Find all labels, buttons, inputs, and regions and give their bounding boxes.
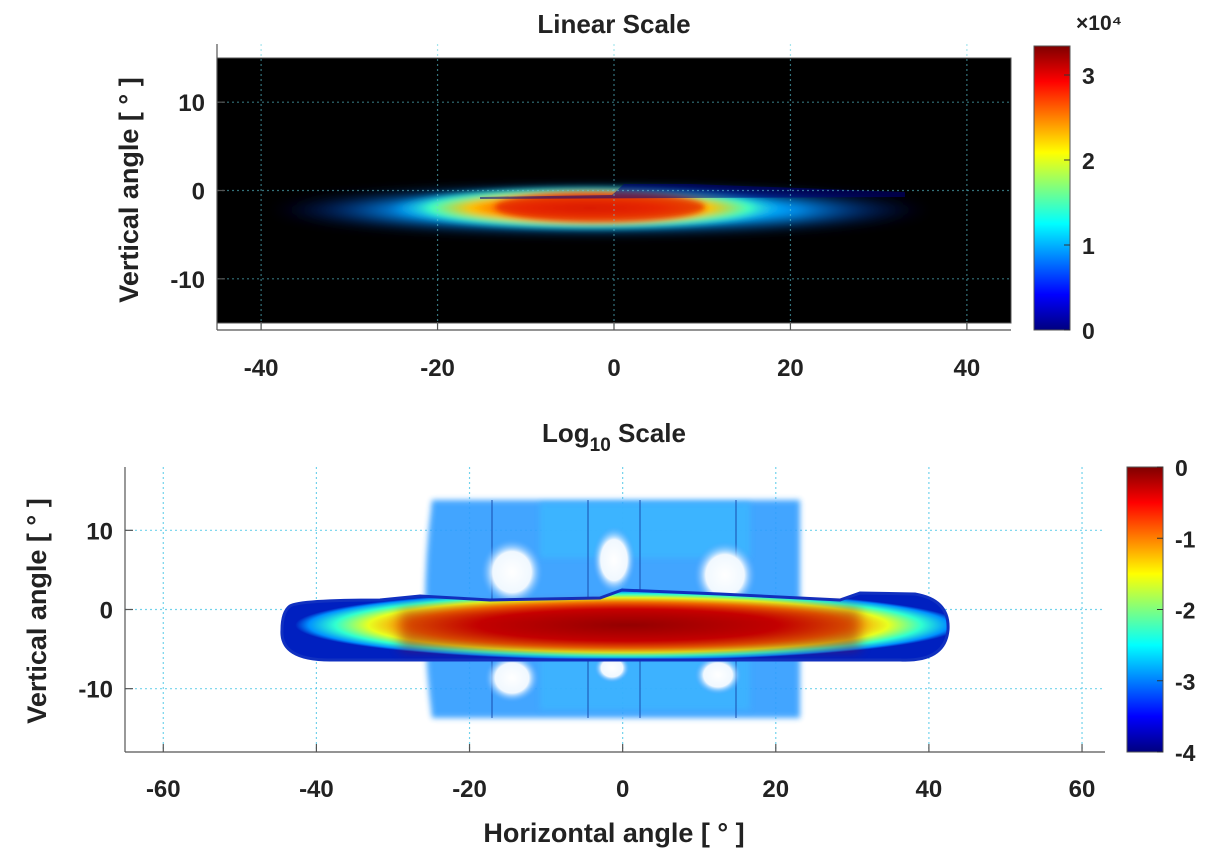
colorbar-tick-label: 0	[1175, 455, 1188, 481]
linear-title: Linear Scale	[537, 9, 690, 39]
colorbar-tick-label: -4	[1175, 740, 1196, 766]
log-y-ticks: 10 0 -10	[78, 518, 133, 704]
log-colorbar-ticks: 0 -1 -2 -3 -4	[1157, 455, 1196, 766]
x-tick-label: 40	[954, 355, 981, 382]
y-tick-label: 10	[86, 518, 113, 545]
y-tick-label: 0	[100, 598, 113, 625]
x-tick-label: -20	[420, 355, 455, 382]
log-title: Log10 Scale	[542, 418, 686, 456]
colorbar-tick-label: -1	[1175, 526, 1196, 552]
x-tick-label: 20	[762, 776, 789, 803]
log-heatmap	[280, 500, 950, 718]
linear-scale-panel: -40 -20 0 20 40 100-10 Linear Scale Vertical…	[114, 9, 1122, 382]
log-title-subscript: 10	[590, 435, 611, 456]
colorbar-tick-label: 2	[1082, 148, 1095, 174]
colorbar-tick-label: 1	[1082, 233, 1095, 259]
x-tick-label: 0	[616, 776, 629, 803]
x-tick-label: 0	[607, 355, 620, 382]
colorbar-tick-label: 0	[1082, 318, 1095, 344]
linear-heatmap	[270, 184, 930, 234]
y-tick-label: 10	[178, 90, 205, 117]
linear-x-ticks: -40 -20 0 20 40	[244, 322, 980, 382]
linear-colorbar-ticks: 0 1 2 3	[1064, 63, 1095, 344]
linear-colorbar	[1033, 45, 1071, 331]
log-scale-panel: -60 -40 -20 0 20 40 60 100-10 Log10 Scale Vert…	[22, 418, 1196, 848]
log-title-rest: Scale	[611, 418, 686, 448]
log-title-main: Log	[542, 418, 590, 448]
x-tick-label: 40	[916, 776, 943, 803]
x-tick-label: -40	[299, 776, 334, 803]
y-tick-label: 0	[192, 179, 205, 206]
x-tick-label: 20	[777, 355, 804, 382]
log-x-ticks: -60 -40 -20 0 20 40 60	[146, 744, 1095, 803]
x-tick-label: -40	[244, 355, 279, 382]
log-y-label: Vertical angle [ ° ]	[22, 498, 52, 723]
colorbar-tick-label: 3	[1082, 63, 1095, 89]
linear-gridlines	[217, 44, 1011, 330]
linear-colorbar-exponent: ×10⁴	[1076, 12, 1122, 35]
linear-y-ticks: 10 0 -10	[170, 90, 225, 294]
x-tick-label: -20	[452, 776, 487, 803]
colorbar-tick-label: -2	[1175, 598, 1195, 624]
linear-y-label: Vertical angle [ ° ]	[114, 77, 144, 302]
x-tick-label: 60	[1069, 776, 1096, 803]
x-tick-label: -60	[146, 776, 181, 803]
colorbar-tick-label: -3	[1175, 669, 1195, 695]
y-tick-label: -10	[78, 677, 113, 704]
y-tick-label: -10	[170, 267, 205, 294]
log-x-label: Horizontal angle [ ° ]	[483, 818, 744, 848]
